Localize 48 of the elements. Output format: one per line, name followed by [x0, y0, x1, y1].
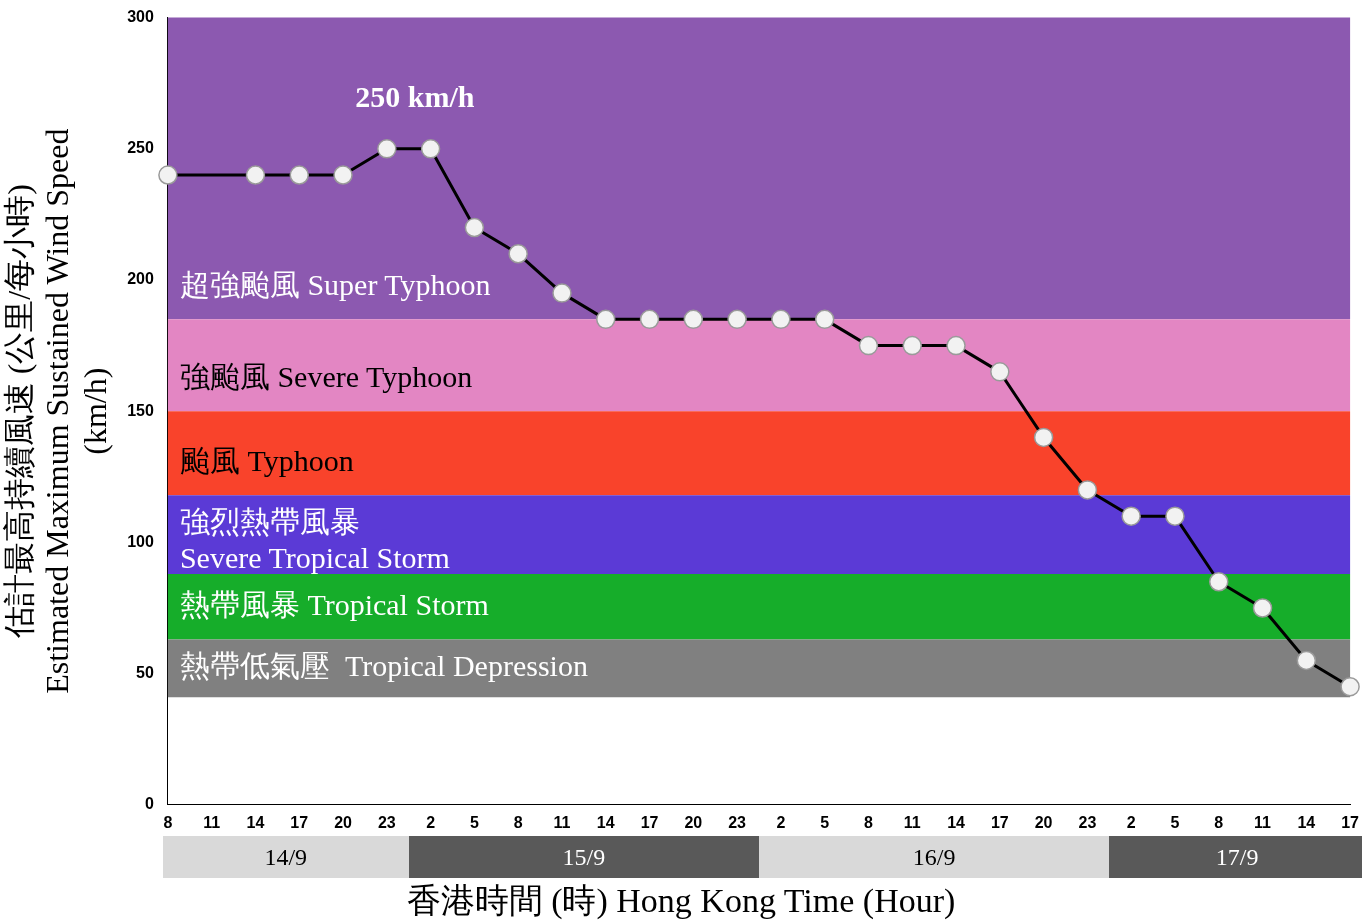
x-tick-label: 23: [1078, 813, 1097, 831]
x-tick-label: 14: [596, 813, 615, 831]
band-label: 颱風 Typhoon: [179, 444, 354, 478]
x-tick-label: 17: [640, 813, 659, 831]
x-tick-label: 2: [776, 813, 786, 831]
text: 17/9: [1109, 836, 1362, 878]
x-tick-label: 20: [334, 813, 353, 831]
x-axis-title: 香港時間 (時) Hong Kong Time (Hour): [405, 881, 957, 921]
x-tick-label: 23: [728, 813, 747, 831]
band-label: 超強颱風 Super Typhoon: [179, 268, 491, 302]
x-tick-label: 11: [203, 813, 221, 831]
x-tick-label: 8: [864, 813, 874, 831]
x-tick-label: 20: [1034, 813, 1053, 831]
y-tick-label: 100: [127, 532, 154, 550]
text: 15/9: [408, 836, 759, 878]
text: 16/9: [758, 836, 1110, 878]
x-tick-label: 8: [513, 813, 523, 831]
x-tick-label: 8: [163, 813, 173, 831]
annotation: 250 km/h: [355, 79, 475, 113]
x-tick-label: 2: [426, 813, 436, 831]
y-tick-label: 300: [127, 8, 154, 26]
x-tick-label: 23: [377, 813, 396, 831]
y-tick-label: 50: [136, 664, 154, 682]
y-tick-label: 200: [127, 270, 154, 288]
x-tick-label: 17: [290, 813, 309, 831]
band-label: 強颱風 Severe Typhoon: [179, 360, 473, 394]
x-tick-label: 20: [684, 813, 703, 831]
x-tick-label: 14: [1297, 813, 1316, 831]
x-tick-label: 14: [246, 813, 265, 831]
y-tick-label: 250: [127, 139, 154, 157]
x-tick-label: 17: [990, 813, 1009, 831]
x-tick-label: 5: [469, 813, 479, 831]
band-label: 強烈熱帶風暴 Severe Tropical Storm: [179, 504, 450, 574]
band-label: 熱帶低氣壓 Tropical Depression: [179, 649, 588, 683]
x-tick-label: 11: [903, 813, 921, 831]
y-tick-label: 0: [144, 795, 154, 813]
x-tick-label: 5: [1170, 813, 1180, 831]
x-tick-label: 5: [820, 813, 830, 831]
x-tick-label: 8: [1214, 813, 1224, 831]
x-tick-label: 11: [1254, 813, 1272, 831]
band-label: 熱帶風暴 Tropical Storm: [179, 588, 489, 622]
x-tick-label: 11: [553, 813, 571, 831]
x-tick-label: 14: [947, 813, 966, 831]
x-tick-label: 17: [1341, 813, 1360, 831]
y-tick-label: 150: [127, 401, 154, 419]
x-tick-label: 2: [1126, 813, 1136, 831]
text: 14/9: [162, 836, 409, 878]
y-axis-title: 估計最高持續風速 (公里/每小時) Estimated Maximum Sustained Wind Speed (km/h): [0, 128, 114, 694]
